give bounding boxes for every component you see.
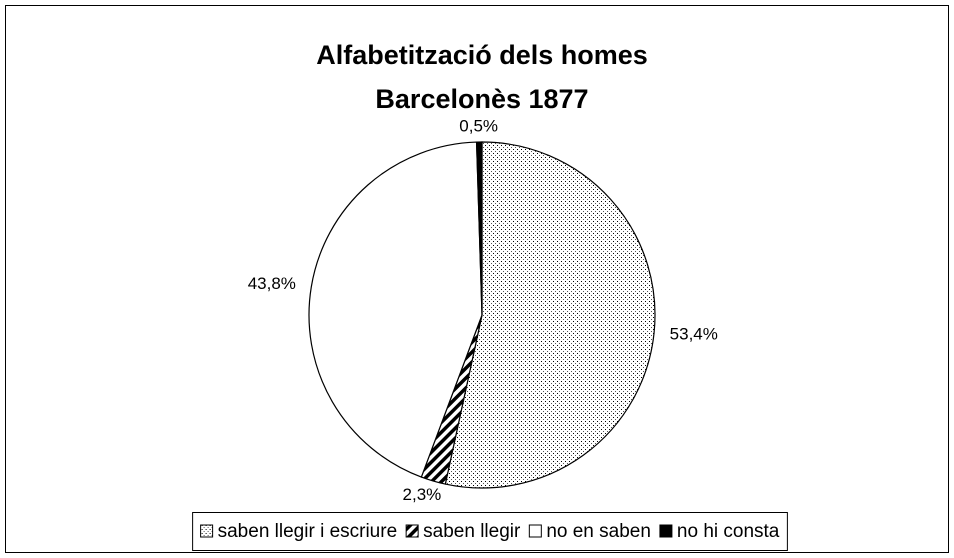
value-label: 2,3% (403, 485, 442, 504)
pie-slice (308, 141, 483, 478)
chart-title: Alfabetització dels homes (316, 40, 648, 70)
legend-swatch (405, 524, 419, 538)
legend-box (192, 512, 788, 551)
legend-label: no hi consta (677, 521, 780, 542)
chart-subtitle: Barcelonès 1877 (375, 84, 588, 114)
legend-label: saben llegir i escriure (218, 521, 398, 542)
legend: saben llegir i escriure saben llegir no en… (192, 512, 788, 551)
pie-slice (444, 141, 656, 489)
legend-swatch (528, 524, 542, 538)
legend-swatch (659, 524, 673, 538)
value-label: 43,8% (248, 274, 296, 293)
legend-swatch (200, 524, 214, 538)
legend-label: saben llegir (423, 521, 521, 542)
pie-slice (475, 141, 483, 316)
value-label: 53,4% (670, 325, 718, 344)
value-label: 0,5% (459, 117, 498, 136)
legend-label: no en saben (546, 521, 651, 542)
